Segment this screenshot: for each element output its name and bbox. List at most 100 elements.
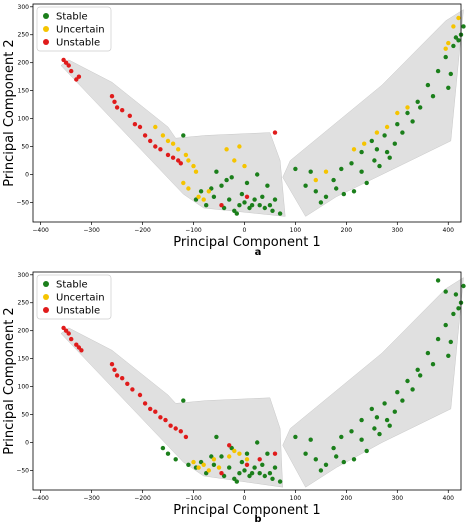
panel-b-stable-point bbox=[351, 457, 357, 462]
panel-a-stable-point bbox=[377, 163, 382, 169]
panel-b-stable-point bbox=[430, 362, 436, 367]
panel-a-stable-point bbox=[237, 203, 242, 208]
panel-a-unstable-point bbox=[120, 108, 125, 113]
panel-b-unstable-point bbox=[63, 328, 69, 333]
panel-a-stable-point bbox=[224, 177, 229, 183]
panel-b-uncertain-point bbox=[211, 457, 217, 462]
panel-a-unstable-point bbox=[148, 138, 153, 144]
panel-a-stable-point bbox=[435, 68, 441, 74]
panel-b-x-tick-label: 200 bbox=[341, 495, 353, 502]
panel-b-x-tick-label: 300 bbox=[392, 495, 404, 502]
panel-a-stable-point bbox=[410, 119, 415, 124]
panel-a-stable-point bbox=[395, 122, 400, 127]
panel-b-unstable-point bbox=[219, 471, 224, 476]
panel-a-stable-point bbox=[443, 54, 448, 60]
panel-b-stable-point bbox=[382, 401, 387, 406]
panel-a-uncertain-point bbox=[165, 138, 171, 144]
panel-b-stable-point bbox=[448, 339, 453, 345]
panel-b-y-tick-label: 50 bbox=[21, 412, 29, 419]
panel-b-stable-point bbox=[249, 471, 255, 476]
panel-a-stable-point bbox=[221, 205, 227, 211]
panel-a-uncertain-point bbox=[193, 169, 199, 174]
panel-b-stable-point bbox=[247, 473, 252, 479]
panel-b-unstable-point bbox=[272, 451, 278, 456]
panel-b-unstable-point bbox=[112, 367, 117, 372]
panel-a-stable-point bbox=[430, 94, 436, 99]
panel-a-legend-marker-stable bbox=[43, 13, 49, 19]
panel-a-stable-point bbox=[382, 133, 387, 138]
panel-b-stable-point bbox=[308, 437, 313, 442]
panel-b-unstable-point bbox=[227, 443, 232, 448]
panel-b-x-tick-label: 400 bbox=[443, 495, 455, 502]
panel-a-stable-point bbox=[456, 38, 461, 43]
panel-b-uncertain-point bbox=[237, 451, 242, 456]
panel-a-stable-point bbox=[244, 180, 250, 186]
panel-b-stable-point bbox=[349, 429, 354, 434]
panel-b-stable-point bbox=[257, 471, 262, 476]
panel-a-uncertain-point bbox=[232, 158, 237, 163]
panel-b-stable-point bbox=[369, 406, 374, 412]
panel-a-y-tick-label: 150 bbox=[18, 88, 30, 95]
panel-b-x-tick-label: 0 bbox=[243, 495, 247, 502]
panel-a-stable-point bbox=[318, 200, 324, 205]
panel-a-stable-point bbox=[351, 189, 357, 194]
panel-a-y-tick-label: 250 bbox=[18, 32, 30, 39]
panel-b-unstable-point bbox=[114, 373, 120, 378]
panel-a-uncertain-point bbox=[384, 124, 390, 130]
panel-b-stable-point bbox=[255, 440, 260, 445]
panel-b-unstable-point bbox=[148, 406, 153, 412]
panel-a-hull-right-region bbox=[282, 9, 464, 217]
panel-b-unstable-point bbox=[158, 415, 163, 420]
panel-b-stable-point bbox=[272, 465, 278, 470]
panel-a-stable-point bbox=[265, 183, 270, 188]
panel-b-stable-point bbox=[453, 292, 459, 297]
panel-a-stable-point bbox=[219, 183, 224, 188]
panel-a-y-tick-label: 50 bbox=[21, 144, 29, 151]
panel-a-stable-point bbox=[331, 177, 336, 183]
panel-a-unstable-point bbox=[142, 133, 148, 138]
panel-a-y-tick-label: 100 bbox=[18, 116, 30, 123]
panel-a-stable-point bbox=[209, 186, 214, 191]
panel-b-uncertain-point bbox=[216, 465, 222, 470]
panel-a-uncertain-point bbox=[186, 186, 191, 191]
panel-b-stable-point bbox=[318, 468, 324, 473]
panel-a-stable-point bbox=[247, 205, 252, 211]
panel-a-uncertain-point bbox=[443, 46, 448, 51]
panel-b-stable-point bbox=[214, 434, 219, 440]
panel-a-stable-point bbox=[277, 211, 283, 216]
panel-a-unstable-point bbox=[244, 194, 250, 199]
panel-a-stable-point bbox=[334, 186, 339, 191]
panel-b-stable-point bbox=[270, 476, 275, 481]
panel-b-legend-label-unstable: Unstable bbox=[56, 306, 100, 317]
panel-a-x-tick-label: 300 bbox=[392, 227, 404, 234]
panel-a-stable-point bbox=[257, 203, 262, 208]
panel-a-stable-point bbox=[387, 155, 392, 160]
panel-b-unstable-point bbox=[257, 457, 262, 462]
panel-b-stable-point bbox=[244, 451, 250, 456]
panel-a-stable-point bbox=[198, 189, 204, 194]
panel-a-stable-point bbox=[229, 175, 234, 180]
panel-b-unstable-point bbox=[120, 376, 125, 381]
panel-b-uncertain-point bbox=[206, 468, 211, 473]
panel-b-stable-point bbox=[425, 350, 431, 356]
panel-a-uncertain-point bbox=[176, 147, 181, 152]
panel-b-uncertain-point bbox=[201, 462, 206, 467]
panel-a-stable-point bbox=[252, 197, 257, 202]
panel-a-stable-point bbox=[374, 147, 380, 152]
panel-b-unstable-point bbox=[244, 462, 250, 467]
panel-b-hull-left-region bbox=[60, 327, 283, 488]
panel-a-stable-point bbox=[415, 99, 420, 105]
panel-a-legend: Stable Uncertain Unstable bbox=[36, 6, 112, 52]
panel-a-y-tick-label: −50 bbox=[16, 199, 29, 206]
panel-b-stable-point bbox=[372, 426, 377, 431]
panel-b-uncertain-point bbox=[244, 457, 250, 462]
panel-b-x-tick-label: −200 bbox=[134, 495, 151, 502]
panel-b-uncertain-point bbox=[196, 465, 201, 470]
panel-b-unstable-point bbox=[69, 336, 74, 342]
panel-a-plot-frame bbox=[32, 3, 462, 223]
panel-a-uncertain-point bbox=[170, 141, 176, 146]
panel-b-unstable-point bbox=[74, 342, 79, 347]
panel-b-unstable-point bbox=[130, 387, 135, 392]
panel-a-stable-point bbox=[255, 172, 260, 177]
panel-b-stable-point bbox=[209, 454, 214, 459]
